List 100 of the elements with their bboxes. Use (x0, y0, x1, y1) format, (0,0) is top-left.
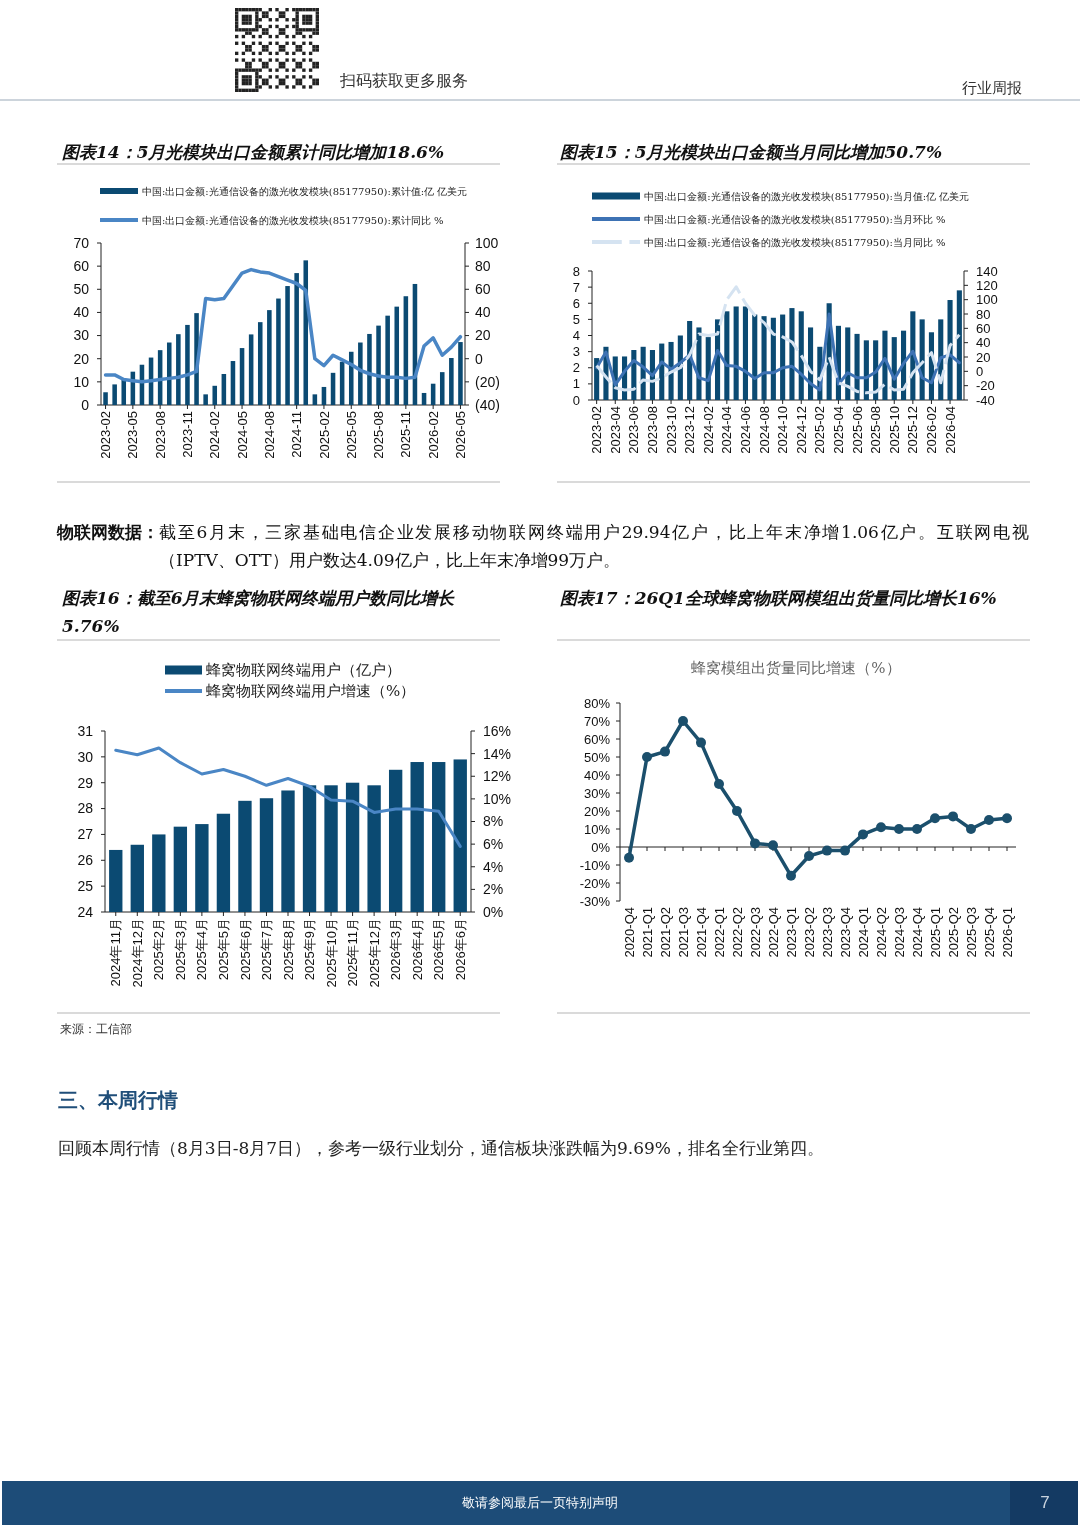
y-tick-label: 0 (572, 392, 580, 408)
y-tick-label: 6 (572, 295, 580, 311)
bar (267, 310, 272, 405)
chart-title: 图表17：26Q1全球蜂窝物联网模组出货量同比增长16% (560, 587, 998, 610)
y2-tick-label: 4% (483, 858, 504, 875)
x-tick-label: 2026-Q1 (999, 907, 1015, 958)
y-tick-label: 28 (77, 800, 94, 817)
y-tick-label: 50% (583, 749, 611, 765)
bar (185, 324, 190, 405)
bar (761, 316, 767, 400)
x-tick-label: 2023-02 (98, 411, 114, 459)
x-tick-label: 2023-Q4 (837, 907, 853, 958)
bar (348, 351, 354, 405)
point (624, 852, 634, 863)
y-tick-label: 40 (73, 304, 90, 321)
x-tick-label: 2023-08 (645, 406, 660, 454)
point (822, 845, 832, 856)
x-tick-label: 2022-Q4 (765, 907, 781, 958)
y2-tick-label: 2% (483, 881, 504, 898)
y-tick-label: 30 (77, 748, 94, 765)
point (714, 779, 724, 789)
bar (312, 394, 318, 405)
chart-title: 图表14：5月光模块出口金额累计同比增加18.6% (62, 141, 446, 164)
x-tick-label: 2024-04 (719, 406, 735, 454)
y2-tick-label: 60 (475, 281, 491, 298)
text: 三、本周行情 (58, 1089, 178, 1111)
y-tick-label: 2 (572, 360, 580, 376)
legend-label: 蜂窝物联网终端用户（亿户） (206, 661, 401, 680)
bar (449, 358, 454, 405)
point (768, 840, 778, 851)
y2-tick-label: 14% (483, 745, 512, 762)
point (984, 815, 994, 825)
y2-tick-label: 80 (475, 258, 491, 275)
y2-tick-label: 80 (976, 306, 991, 322)
y-tick-label: 70 (73, 234, 90, 251)
point (786, 870, 796, 881)
x-tick-label: 2024-Q1 (855, 907, 871, 958)
bar (854, 333, 860, 400)
x-tick-label: 2025-08 (868, 406, 884, 454)
x-tick-label: 2024年12月 (129, 918, 145, 988)
y2-tick-label: -40 (976, 392, 995, 408)
y2-tick-label: 6% (483, 836, 504, 853)
point (948, 811, 958, 822)
point (732, 806, 742, 816)
y-tick-label: -10% (579, 857, 611, 873)
y2-tick-label: 12% (483, 768, 512, 785)
y2-tick-label: 0% (483, 903, 504, 920)
bar (176, 334, 181, 405)
x-tick-label: 2025-12 (905, 406, 921, 454)
y-tick-label: 80% (583, 695, 611, 711)
line-series (103, 267, 463, 384)
text: 回顾本周行情（8月3日-8月7日），参考一级行业划分，通信板块涨跌幅为9.69%，排名全行业第四。 (58, 1138, 825, 1158)
y2-tick-label: 100 (475, 234, 499, 251)
point (966, 824, 976, 834)
x-tick-label: 2026年3月 (388, 918, 404, 981)
bar (458, 342, 463, 405)
x-tick-label: 2024-10 (775, 406, 791, 454)
legend-label: 中国:出口金额:光通信设备的激光收发模块(85177950):当月同比 % (644, 236, 946, 248)
x-tick-label: 2023-04 (607, 406, 623, 454)
point (840, 845, 850, 856)
y-tick-label: 70% (583, 713, 611, 729)
x-tick-label: 2021-Q1 (639, 907, 655, 958)
text: 7 (1040, 1493, 1050, 1512)
y-tick-label: 3 (572, 344, 580, 360)
y-tick-label: 20 (73, 350, 90, 367)
bar (103, 392, 108, 405)
y2-tick-label: 40 (475, 304, 491, 321)
bar (742, 306, 749, 400)
y2-tick-label: -20 (976, 378, 995, 394)
x-tick-label: 2024-Q3 (891, 907, 907, 958)
x-tick-label: 2026年6月 (452, 918, 468, 981)
y2-tick-label: (20) (475, 373, 500, 390)
y-tick-label: -30% (579, 893, 611, 909)
chart-subtitle: 蜂窝模组出货量同比增速（%） (691, 659, 901, 677)
x-tick-label: 2025-05 (343, 411, 359, 459)
y-tick-label: 40% (583, 767, 611, 783)
y2-tick-label: 120 (976, 277, 998, 293)
x-tick-label: 2022-Q1 (711, 907, 727, 958)
line-series (595, 285, 961, 395)
x-tick-label: 2025年3月 (172, 918, 188, 981)
line-series (114, 746, 462, 848)
point (804, 851, 814, 861)
x-tick-label: 2026-02 (425, 411, 441, 459)
y-tick-label: 0 (81, 396, 90, 413)
bar (121, 379, 127, 405)
bar (733, 306, 739, 400)
point (876, 822, 886, 833)
y-tick-label: 25 (77, 878, 94, 895)
x-tick-label: 2025-Q2 (945, 907, 961, 958)
x-tick-label: 2026-02 (924, 406, 939, 454)
line-series (595, 312, 961, 392)
text: 物联网数据： (57, 521, 159, 544)
x-tick-label: 2024-Q4 (909, 907, 925, 958)
bar (385, 315, 390, 405)
x-tick-label: 2024-08 (261, 411, 277, 459)
chart-title: 图表15：5月光模块出口金额当月同比增加50.7% (560, 141, 944, 164)
x-tick-label: 2025年12月 (366, 918, 382, 988)
y2-tick-label: 40 (976, 335, 991, 351)
x-tick-label: 2025-02 (316, 411, 332, 459)
bar (789, 308, 795, 400)
